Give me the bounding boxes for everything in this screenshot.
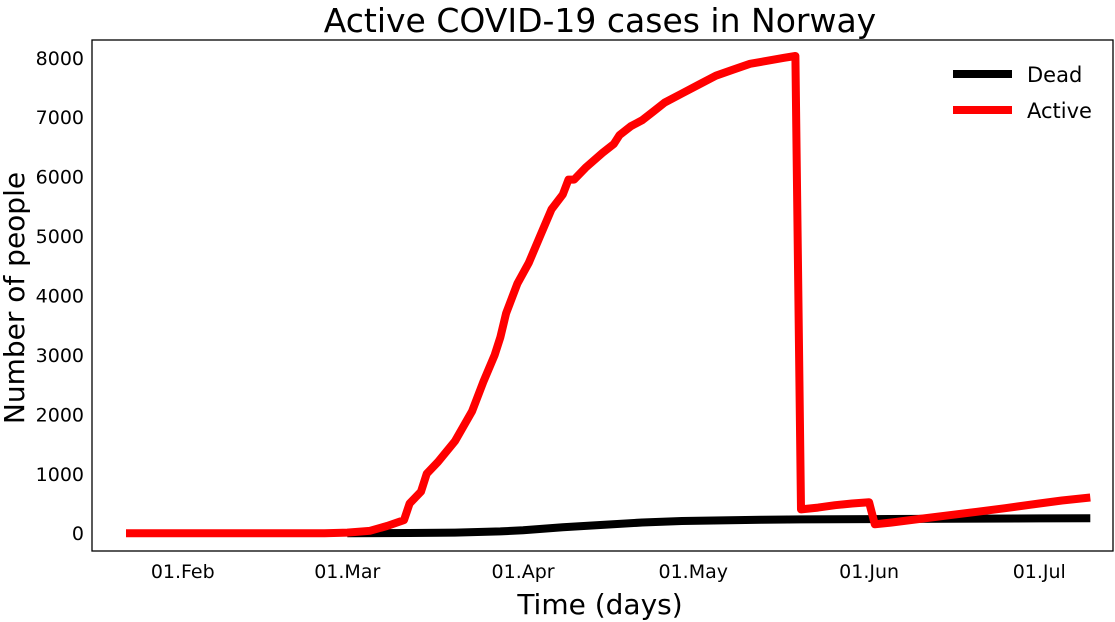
x-axis-ticks: 01.Feb 01.Mar 01.Apr 01.May 01.Jun 01.Jul [151,561,1066,583]
y-tick-label: 2000 [36,404,84,426]
legend-label-dead: Dead [1027,63,1082,87]
y-tick-label: 6000 [36,167,84,189]
y-tick-label: 7000 [36,107,84,129]
plot-frame [91,39,1114,552]
y-tick-label: 0 [72,523,84,545]
y-tick-label: 8000 [36,48,84,70]
y-tick-label: 4000 [36,286,84,308]
series-line-active [126,52,1091,538]
series-line-dead [347,514,1091,538]
x-tick-label: 01.May [659,561,729,583]
y-axis-label: Number of people [0,172,31,424]
legend: Dead Active [953,63,1092,123]
y-tick-label: 3000 [36,345,84,367]
y-tick-label: 5000 [36,226,84,248]
x-tick-label: 01.Jun [839,561,899,583]
y-axis-ticks: 0 1000 2000 3000 4000 5000 6000 7000 8000 [36,48,84,545]
x-tick-label: 01.Feb [151,561,215,583]
y-tick-label: 1000 [36,464,84,486]
series-lines [126,52,1091,538]
x-tick-label: 01.Mar [314,561,380,583]
x-tick-label: 01.Apr [492,561,555,583]
legend-label-active: Active [1027,99,1092,123]
chart-title: Active COVID-19 cases in Norway [324,1,876,40]
x-axis-label: Time (days) [516,588,682,621]
x-tick-label: 01.Jul [1013,561,1066,583]
